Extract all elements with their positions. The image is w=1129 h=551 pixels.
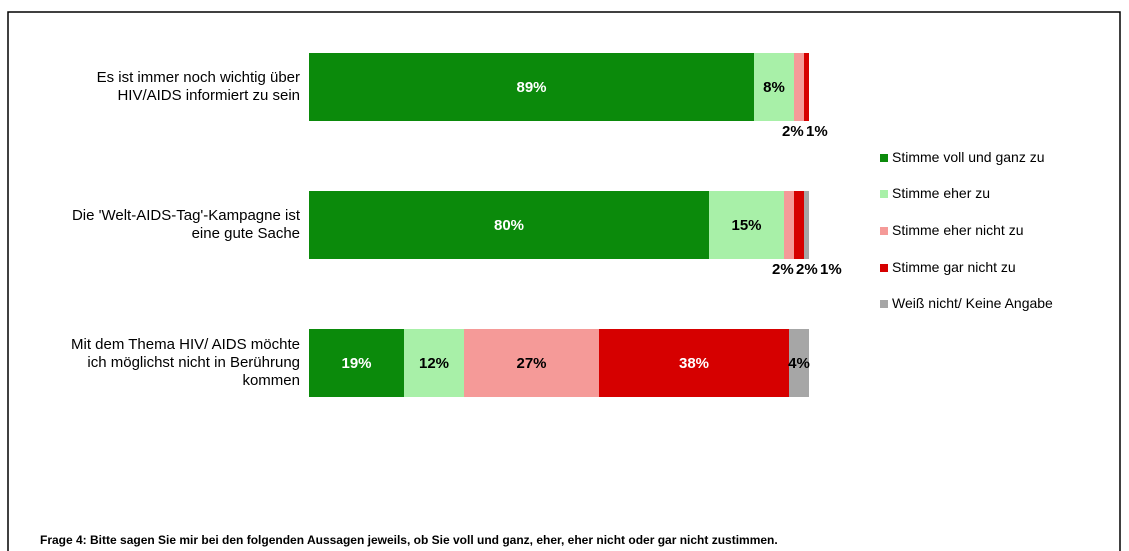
legend-label: Weiß nicht/ Keine Angabe	[892, 295, 1053, 311]
bar-segment	[404, 329, 464, 397]
bar-segment	[794, 191, 804, 259]
legend-label: Stimme eher zu	[892, 185, 991, 201]
value-label: 38%	[679, 355, 709, 372]
legend-label: Stimme gar nicht zu	[892, 259, 1016, 275]
value-label: 89%	[516, 79, 546, 96]
legend-swatch	[880, 154, 888, 162]
legend-item: Weiß nicht/ Keine Angabe	[880, 294, 1080, 312]
bar-segment	[309, 191, 709, 259]
frame	[7, 11, 1121, 551]
value-label: 80%	[494, 217, 524, 234]
value-label: 1%	[806, 123, 828, 140]
bar-segment	[599, 329, 789, 397]
value-label: 2%	[782, 123, 804, 140]
legend-swatch	[880, 264, 888, 272]
bar-segment	[309, 329, 404, 397]
bar-segment	[309, 53, 754, 121]
value-label: 12%	[419, 355, 449, 372]
bar-segment	[794, 53, 804, 121]
value-label: 27%	[516, 355, 546, 372]
bar-segment	[464, 329, 599, 397]
value-label: 2%	[772, 261, 794, 278]
bar-segment	[804, 53, 809, 121]
value-label: 15%	[731, 217, 761, 234]
bar-segment	[754, 53, 794, 121]
legend-item: Stimme gar nicht zu	[880, 258, 1080, 276]
legend-item: Stimme eher nicht zu	[880, 221, 1080, 239]
footnote: Frage 4: Bitte sagen Sie mir bei den fol…	[40, 533, 778, 547]
bar-segment	[784, 191, 794, 259]
bar-segment	[789, 329, 809, 397]
category-label: Es ist immer noch wichtig über HIV/AIDS …	[96, 69, 300, 104]
legend-swatch	[880, 227, 888, 235]
legend-item: Stimme voll und ganz zu	[880, 148, 1080, 166]
legend-item: Stimme eher zu	[880, 184, 1080, 202]
legend-swatch	[880, 300, 888, 308]
legend-label: Stimme eher nicht zu	[892, 222, 1024, 238]
category-label: Mit dem Thema HIV/ AIDS möchte ich mögli…	[71, 336, 300, 389]
bar-segment	[804, 191, 809, 259]
value-label: 1%	[820, 261, 842, 278]
legend-label: Stimme voll und ganz zu	[892, 149, 1045, 165]
value-label: 2%	[796, 261, 818, 278]
legend-swatch	[880, 190, 888, 198]
category-label: Die 'Welt-AIDS-Tag'-Kampagne ist eine gu…	[71, 207, 300, 242]
value-label: 8%	[763, 79, 785, 96]
value-label: 19%	[341, 355, 371, 372]
bar-segment	[709, 191, 784, 259]
value-label: 4%	[788, 355, 810, 372]
